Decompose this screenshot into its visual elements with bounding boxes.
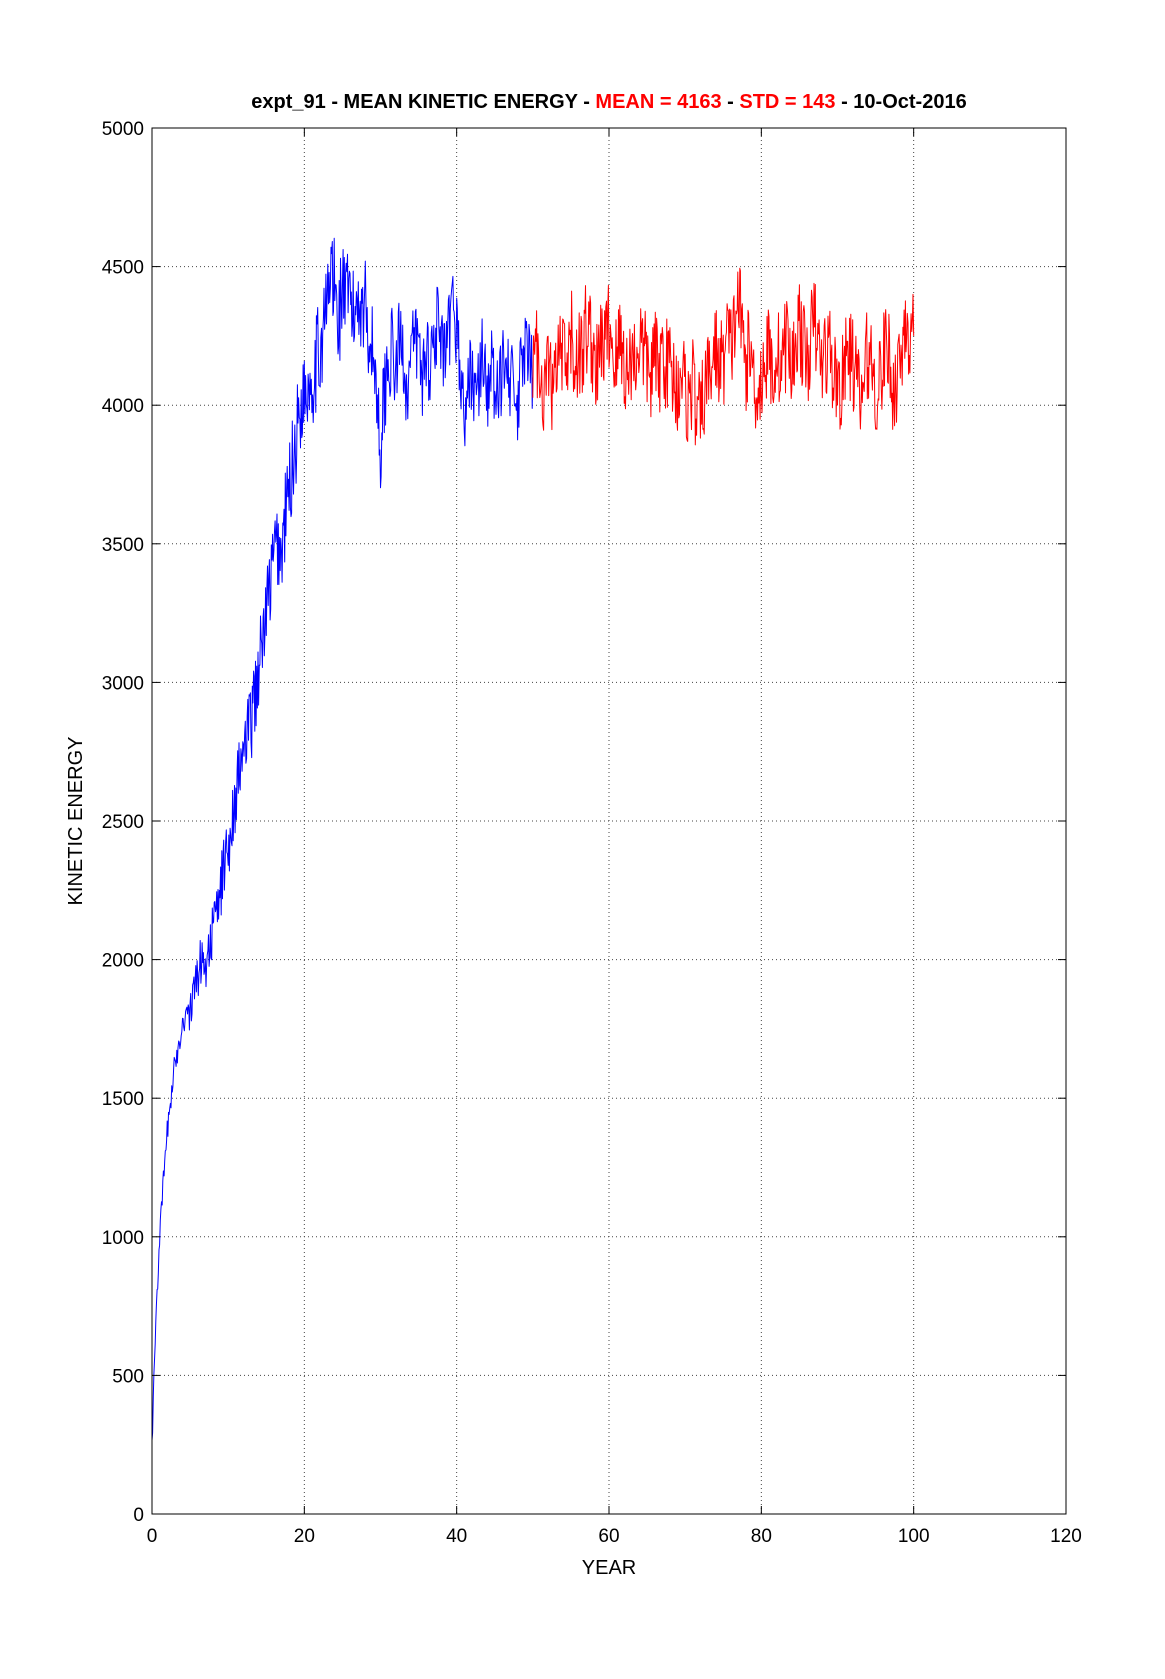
y-tick-label: 5000 [102,119,144,140]
series-line-analysis [532,267,915,446]
chart-title-sep: - [727,91,739,113]
y-tick-label: 3500 [102,535,144,556]
y-tick-label: 4000 [102,396,144,417]
y-tick-label: 1000 [102,1228,144,1249]
series-line-spinup [151,237,534,1441]
chart-title-std: STD = 143 [739,91,835,113]
chart-title-prefix: expt_91 - MEAN KINETIC ENERGY - [251,91,595,113]
y-tick-label: 2000 [102,951,144,972]
x-tick-label: 120 [1050,1526,1082,1547]
x-tick-label: 40 [446,1526,467,1547]
y-tick-label: 1500 [102,1089,144,1110]
y-tick-label: 0 [133,1505,144,1526]
chart-title-date: - 10-Oct-2016 [841,91,967,113]
x-tick-label: 0 [147,1526,158,1547]
x-tick-label: 60 [598,1526,619,1547]
y-tick-label: 4500 [102,258,144,279]
chart-title: expt_91 - MEAN KINETIC ENERGY - MEAN = 4… [251,91,966,113]
y-tick-label: 3000 [102,673,144,694]
y-tick-label: 500 [112,1366,144,1387]
x-axis: 0 20 40 60 80 100 120 [147,128,1082,1547]
x-tick-label: 20 [294,1526,315,1547]
x-axis-title: YEAR [582,1557,636,1579]
grid [152,128,1066,1514]
y-axis: 0 500 1000 1500 2000 2500 3000 3500 4000 4500 5000 [102,119,1066,1526]
series-layer [151,237,915,1441]
y-tick-label: 2500 [102,812,144,833]
x-tick-label: 100 [898,1526,930,1547]
x-tick-label: 80 [751,1526,772,1547]
y-axis-title: KINETIC ENERGY [65,737,87,906]
chart-title-mean: MEAN = 4163 [595,91,721,113]
